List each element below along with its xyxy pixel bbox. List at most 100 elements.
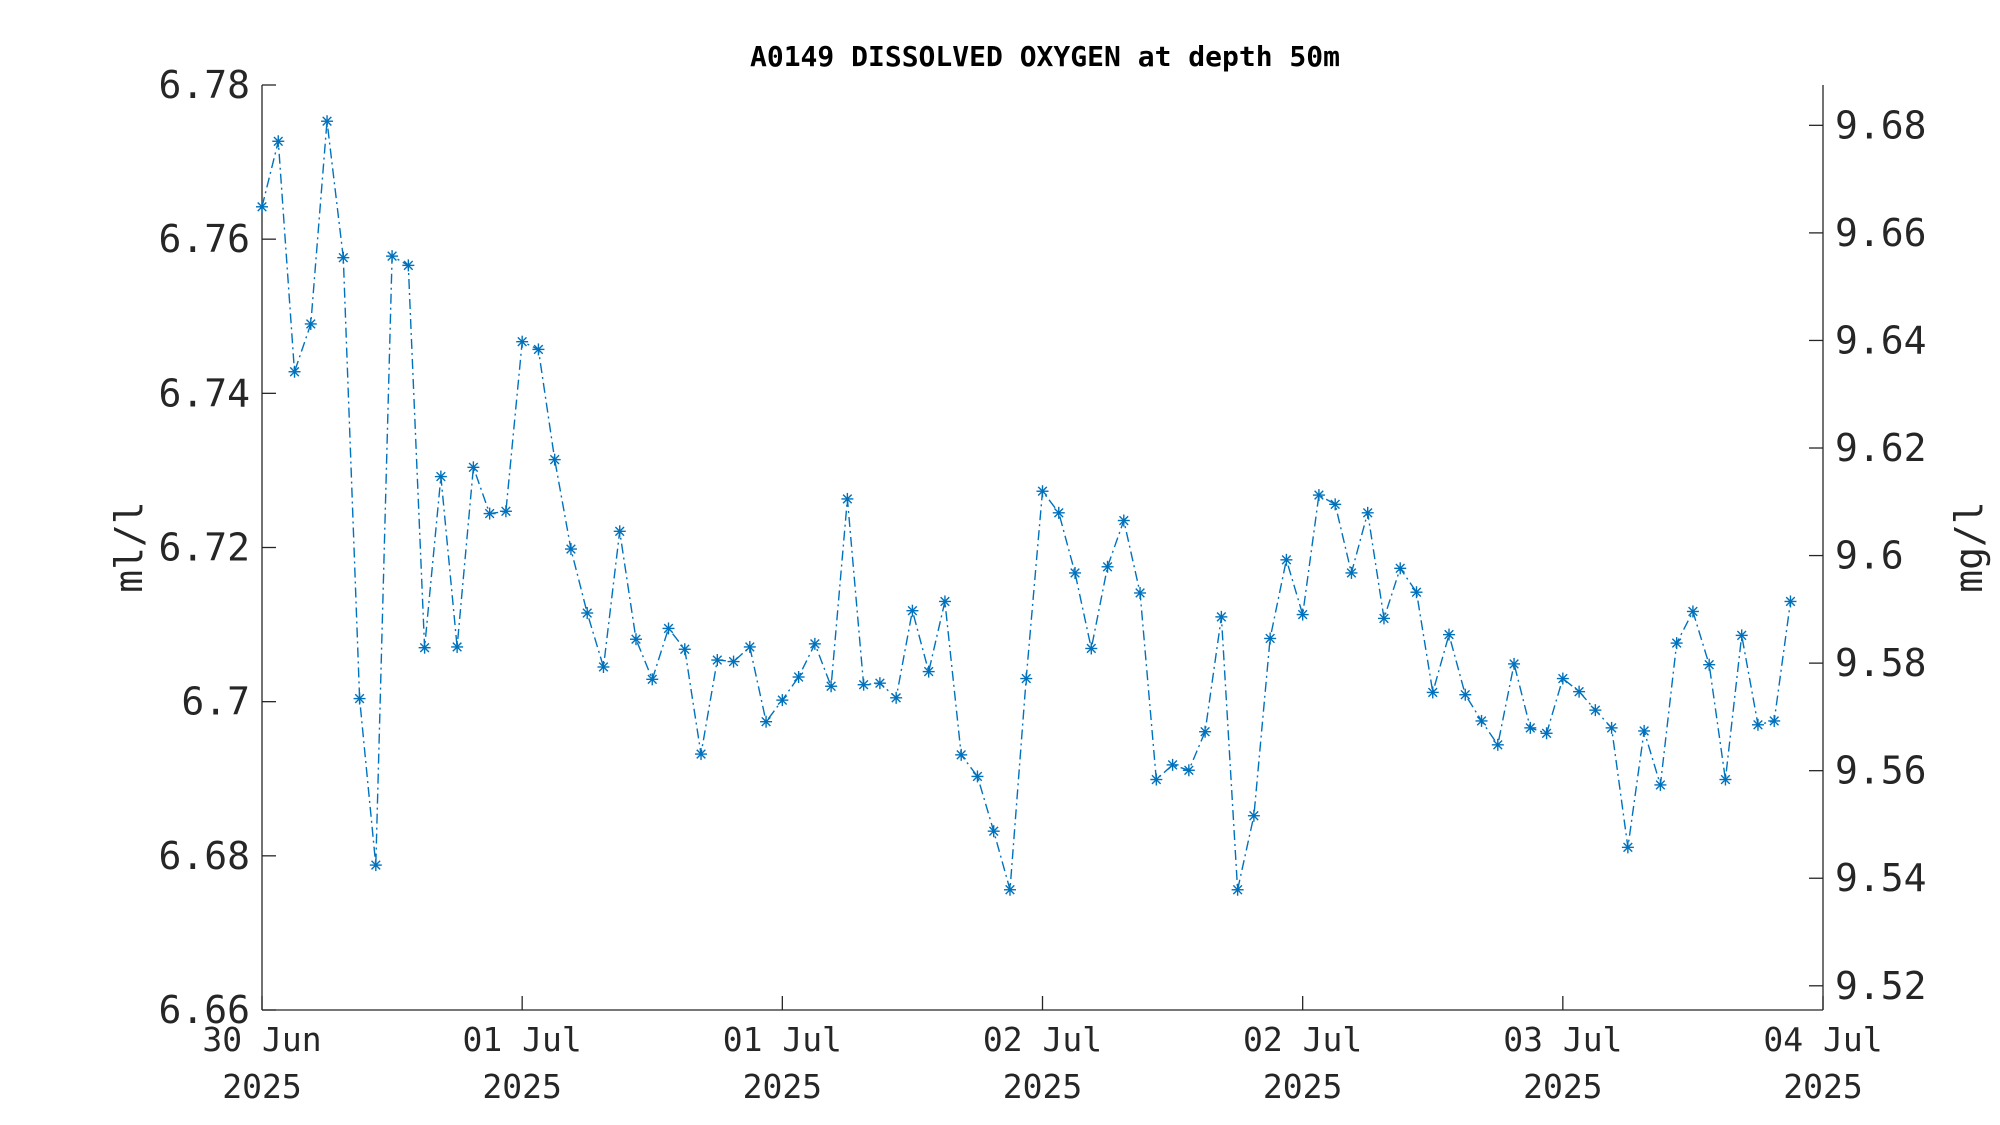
data-point-marker <box>418 641 431 654</box>
data-point-marker <box>1345 566 1358 579</box>
data-point-marker <box>1784 595 1797 608</box>
data-point-marker <box>1621 841 1634 854</box>
data-point-marker <box>1459 688 1472 701</box>
data-point-marker <box>1475 714 1488 727</box>
data-point-marker <box>1735 629 1748 642</box>
data-point-marker <box>1312 489 1325 502</box>
data-point-marker <box>1394 562 1407 575</box>
data-point-marker <box>1215 610 1228 623</box>
data-point-marker <box>1605 721 1618 734</box>
data-point-marker <box>451 640 464 653</box>
right-y-tick-label: 9.6 <box>1835 534 1904 578</box>
data-point-marker <box>353 692 366 705</box>
x-tick-label-day: 01 Jul <box>723 1020 842 1059</box>
data-point-marker <box>1247 809 1260 822</box>
right-y-tick-label: 9.56 <box>1835 749 1927 793</box>
data-point-marker <box>516 335 529 348</box>
data-point-marker <box>1573 685 1586 698</box>
data-point-marker <box>1329 498 1342 511</box>
data-point-marker <box>841 492 854 505</box>
data-point-marker <box>1231 883 1244 896</box>
data-point-marker <box>987 825 1000 838</box>
data-point-marker <box>369 859 382 872</box>
x-tick-label-day: 02 Jul <box>983 1020 1102 1059</box>
left-y-tick-label: 6.7 <box>181 680 250 724</box>
left-y-tick-label: 6.76 <box>158 217 250 261</box>
data-point-marker <box>955 748 968 761</box>
data-point-marker <box>890 691 903 704</box>
data-point-marker <box>1670 637 1683 650</box>
data-point-marker <box>1524 721 1537 734</box>
left-y-axis-label: ml/l <box>107 501 151 593</box>
data-point-marker <box>1768 714 1781 727</box>
right-y-tick-label: 9.66 <box>1835 211 1927 255</box>
data-point-marker <box>1003 883 1016 896</box>
data-point-marker <box>1410 586 1423 599</box>
x-tick-label-year: 2025 <box>1783 1067 1862 1106</box>
data-point-marker <box>808 637 821 650</box>
data-point-marker <box>256 200 268 213</box>
x-tick-label-day: 02 Jul <box>1243 1020 1362 1059</box>
data-point-marker <box>1166 758 1179 771</box>
left-y-axis-ticks: 6.66 6.68 6.7 6.72 6.74 6.76 6.78 <box>158 63 276 1032</box>
data-point-marker <box>646 673 659 686</box>
data-point-marker <box>304 317 317 330</box>
series-line <box>261 121 1792 890</box>
data-point-marker <box>581 607 594 620</box>
data-point-marker <box>1117 514 1130 527</box>
x-tick-label-day: 30 Jun <box>202 1020 321 1059</box>
data-point-marker <box>1443 628 1456 641</box>
data-point-marker <box>1052 506 1065 519</box>
data-point-marker <box>564 543 577 556</box>
right-y-tick-label: 9.68 <box>1835 103 1927 147</box>
data-point-marker <box>321 115 334 128</box>
data-point-marker <box>288 365 301 378</box>
left-y-tick-label: 6.68 <box>158 834 250 878</box>
data-point-marker <box>499 505 512 518</box>
data-point-marker <box>1150 773 1163 786</box>
x-tick-label-year: 2025 <box>743 1067 822 1106</box>
data-point-marker <box>776 694 789 707</box>
left-y-tick-label: 6.66 <box>158 988 250 1032</box>
x-tick-label-day: 03 Jul <box>1503 1020 1622 1059</box>
data-point-marker <box>1638 724 1651 737</box>
x-axis-ticks: 30 Jun 2025 01 Jul 2025 01 Jul 2025 02 Jul 2025… <box>202 996 1883 1106</box>
data-point-marker <box>906 604 919 617</box>
data-point-marker <box>1020 672 1033 685</box>
right-y-tick-label: 9.52 <box>1835 964 1927 1008</box>
data-point-marker <box>1069 566 1082 579</box>
right-y-axis-ticks: 9.52 9.54 9.56 9.58 9.6 9.62 9.64 9.66 9.68 <box>1809 103 1927 1008</box>
data-point-marker <box>548 453 561 466</box>
data-point-marker <box>629 633 642 646</box>
data-point-marker <box>678 643 691 656</box>
data-point-marker <box>1377 612 1390 625</box>
data-point-marker <box>1703 658 1716 671</box>
left-y-tick-label: 6.74 <box>158 371 250 415</box>
data-point-marker <box>922 665 935 678</box>
data-point-marker <box>743 640 756 653</box>
x-tick-label-day: 04 Jul <box>1763 1020 1882 1059</box>
data-point-marker <box>1426 686 1439 699</box>
x-tick-label-year: 2025 <box>222 1067 301 1106</box>
data-point-marker <box>825 680 838 693</box>
data-point-marker <box>1264 632 1277 645</box>
data-point-marker <box>613 525 626 538</box>
data-point-marker <box>873 677 886 690</box>
right-y-axis-label: mg/l <box>1947 501 1991 593</box>
x-tick-label-year: 2025 <box>1263 1067 1342 1106</box>
data-point-marker <box>1686 605 1699 618</box>
data-point-marker <box>760 715 773 728</box>
data-point-marker <box>1101 560 1114 573</box>
data-point-marker <box>1182 764 1195 777</box>
data-point-marker <box>1085 642 1098 655</box>
data-point-marker <box>1751 718 1764 731</box>
data-point-marker <box>337 251 350 264</box>
plot-area <box>261 85 1824 1011</box>
data-point-marker <box>727 655 740 668</box>
left-y-tick-label: 6.78 <box>158 63 250 107</box>
x-tick-label-year: 2025 <box>482 1067 561 1106</box>
data-point-marker <box>1589 704 1602 717</box>
data-point-marker <box>938 595 951 608</box>
data-point-marker <box>1199 725 1212 738</box>
data-point-marker <box>792 671 805 683</box>
